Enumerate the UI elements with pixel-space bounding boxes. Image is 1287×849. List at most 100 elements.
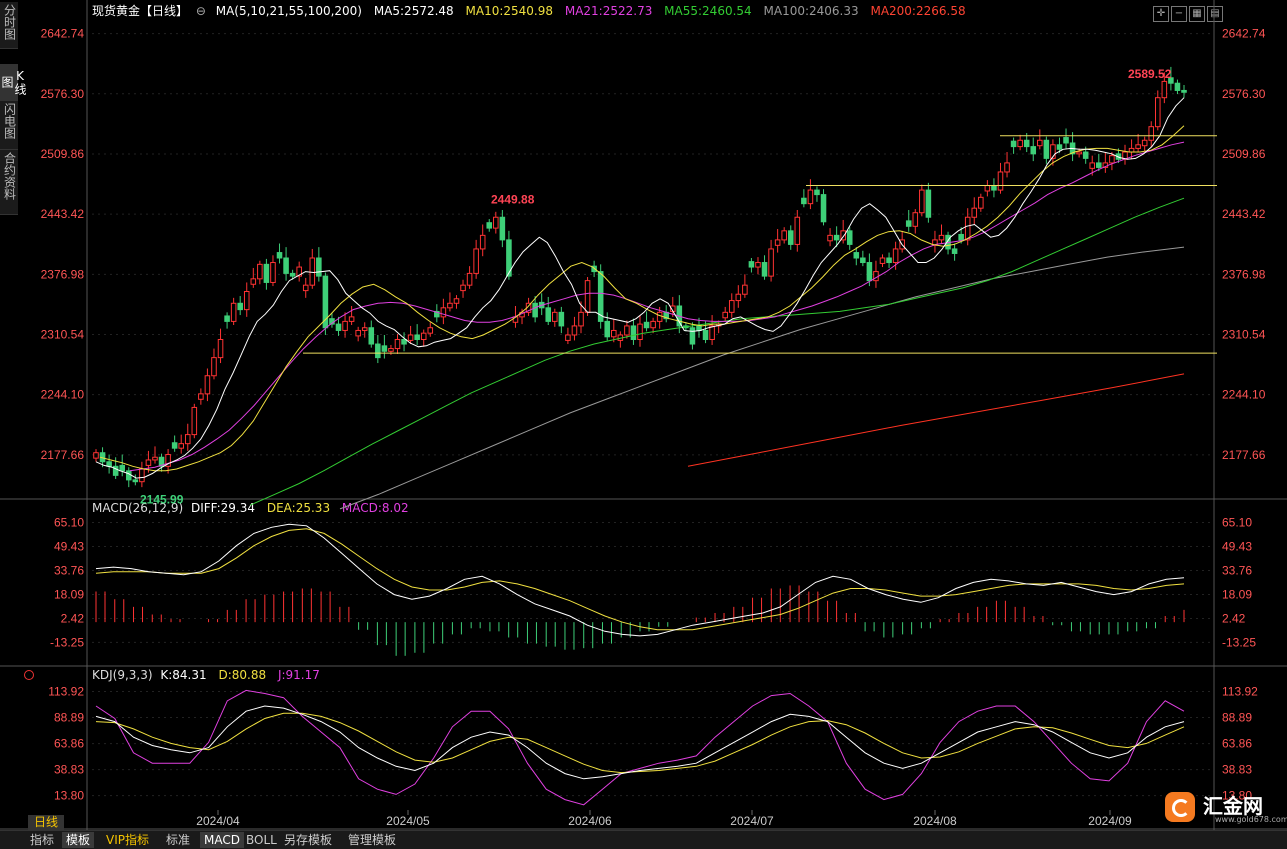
macd-name: MACD(26,12,9): [92, 501, 184, 515]
ma200-value: MA200:2266.58: [870, 4, 966, 18]
macd-dea: DEA:25.33: [266, 501, 331, 515]
layout-icon[interactable]: ▤: [1207, 6, 1223, 22]
toolbar-vip[interactable]: VIP指标: [106, 833, 149, 847]
candle-body: [814, 189, 820, 196]
candle-body: [302, 284, 309, 292]
kdj-j-line: [95, 689, 1185, 806]
ma5-value: MA5:2572.48: [373, 4, 454, 18]
candle-body: [112, 465, 119, 476]
candle-body: [1181, 89, 1187, 93]
candle-body: [742, 284, 748, 295]
ma21-value: MA21:2522.73: [564, 4, 653, 18]
kdj-settings-icon[interactable]: [24, 670, 34, 680]
candle-body: [237, 302, 243, 311]
zoom-in-icon[interactable]: ✛: [1153, 6, 1169, 22]
price-tick-left: 2310.54: [41, 327, 85, 341]
candle-body: [643, 321, 650, 329]
tab-kline[interactable]: K线图: [0, 64, 27, 101]
candle-body: [578, 311, 584, 327]
candle-body: [728, 300, 735, 313]
chart-canvas[interactable]: 2642.74 2642.74 2576.30 2576.30 2509.86 2509.…: [0, 0, 1287, 830]
candle-body: [276, 252, 283, 259]
toolbar-macd[interactable]: MACD: [200, 832, 244, 848]
candle-body: [289, 272, 296, 277]
toolbar-save-template[interactable]: 另存模板: [284, 833, 333, 847]
candle-body: [381, 345, 388, 352]
settings-icon[interactable]: ⊖: [195, 4, 206, 18]
kdj-k-line: [95, 705, 1185, 780]
ma21-line: [129, 141, 1185, 472]
tab-contract[interactable]: 合约资料: [0, 150, 18, 215]
candle-body: [846, 230, 853, 245]
macd-tick-right: 33.76: [1222, 564, 1252, 578]
candle-body: [420, 332, 427, 341]
toolbar-boll[interactable]: BOLL: [246, 833, 277, 847]
candle-body: [971, 207, 978, 218]
price-tick-right: 2177.66: [1222, 448, 1266, 462]
candle-body: [506, 239, 512, 277]
candle-body: [1063, 137, 1069, 144]
tab-timeshare[interactable]: 分时图: [0, 2, 18, 49]
candle-body: [453, 298, 460, 304]
candle-body: [984, 185, 991, 192]
zoom-out-icon[interactable]: −: [1171, 6, 1187, 22]
kdj-j: J:91.17: [277, 668, 320, 682]
macd-tick-left: 2.42: [61, 611, 85, 625]
ma5-line: [95, 97, 1185, 479]
candle-body: [178, 443, 184, 449]
period-tab[interactable]: 日线: [28, 815, 64, 830]
macd-tick-left: 18.09: [54, 587, 84, 601]
price-tick-right: 2642.74: [1222, 27, 1266, 41]
kdj-tick-left: 13.80: [54, 789, 84, 803]
candle-body: [925, 189, 932, 218]
candle-body: [125, 470, 132, 481]
candle-body: [853, 252, 860, 259]
candle-body: [1082, 151, 1089, 159]
toolbar-manage-template[interactable]: 管理模板: [348, 833, 397, 847]
candle-body: [184, 434, 191, 445]
grid-icon[interactable]: ▦: [1189, 6, 1205, 22]
candle-body: [840, 230, 846, 241]
candle-body: [257, 263, 263, 280]
macd-diff: DIFF:29.34: [190, 501, 256, 515]
candle-body: [93, 452, 99, 459]
candle-body: [755, 262, 761, 268]
candle-body: [440, 307, 447, 318]
macd-value: MACD:8.02: [341, 501, 409, 515]
price-tick-right: 2310.54: [1222, 327, 1266, 341]
candle-body: [709, 325, 715, 341]
candle-body: [427, 327, 434, 334]
candle-body: [243, 291, 250, 311]
toolbar-standard[interactable]: 标准: [166, 833, 191, 847]
candle-body: [919, 189, 925, 214]
candle-body: [1096, 162, 1102, 168]
candle-body: [217, 339, 224, 359]
candle-body: [571, 325, 578, 336]
candle-body: [807, 189, 814, 205]
price-tick-left: 2509.86: [41, 147, 85, 161]
candle-body: [335, 323, 342, 331]
price-tick-left: 2642.74: [41, 27, 85, 41]
kdj-k: K:84.31: [160, 668, 207, 682]
price-tick-right: 2443.42: [1222, 207, 1266, 221]
toolbar-indicator[interactable]: 指标: [30, 833, 55, 847]
macd-tick-right: 2.42: [1222, 611, 1246, 625]
kdj-tick-left: 38.83: [54, 763, 84, 777]
candle-body: [650, 320, 656, 329]
macd-tick-left: 49.43: [54, 540, 84, 554]
ma55-line: [249, 197, 1185, 506]
ma200-line: [687, 373, 1185, 467]
candle-body: [355, 329, 361, 337]
tab-flash[interactable]: 闪电图: [0, 101, 18, 150]
chart-title: 现货黄金【日线】: [92, 4, 189, 18]
candle-body: [774, 239, 781, 246]
kdj-tick-right: 88.89: [1222, 711, 1252, 725]
tab-flash-label: 闪电图: [2, 103, 17, 139]
candle-body: [866, 262, 873, 282]
candle-body: [702, 329, 709, 341]
candle-body: [375, 343, 381, 359]
toolbar-template[interactable]: 模板: [62, 832, 95, 848]
kdj-tick-right: 38.83: [1222, 763, 1252, 777]
kdj-tick-right: 13.80: [1222, 789, 1252, 803]
